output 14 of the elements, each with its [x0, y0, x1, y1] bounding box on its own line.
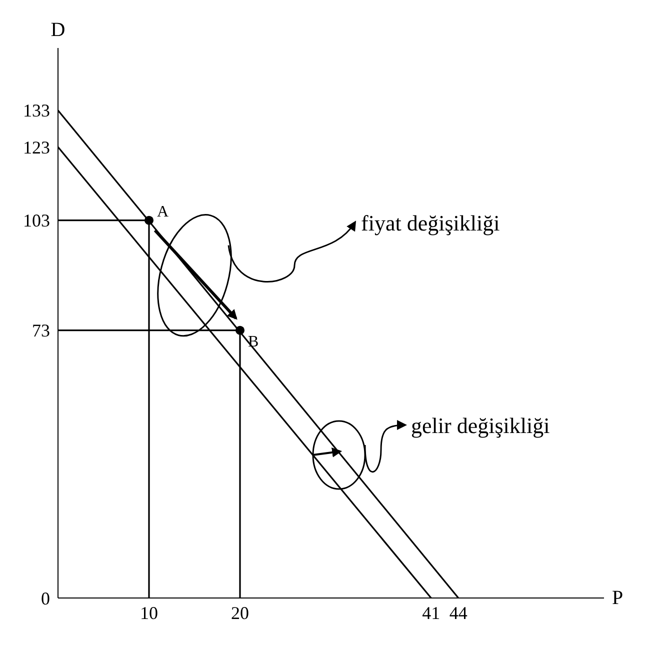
y-tick-label: 0: [41, 588, 50, 608]
annotation: gelir değişikliği: [411, 413, 550, 438]
x-tick-label: 41: [422, 602, 440, 623]
y-tick-label: 123: [23, 137, 50, 158]
x-axis-title: P: [612, 587, 624, 609]
annotation: fiyat değişikliği: [361, 210, 500, 236]
y-tick-label: 103: [23, 210, 50, 231]
x-tick-label: 44: [449, 602, 468, 623]
y-axis-title: D: [50, 19, 66, 41]
y-tick-label: 133: [23, 100, 50, 121]
y-tick-label: 73: [32, 320, 50, 341]
x-tick-label: 10: [140, 602, 158, 623]
annotation: A: [157, 203, 169, 220]
x-tick-label: 20: [231, 602, 249, 623]
